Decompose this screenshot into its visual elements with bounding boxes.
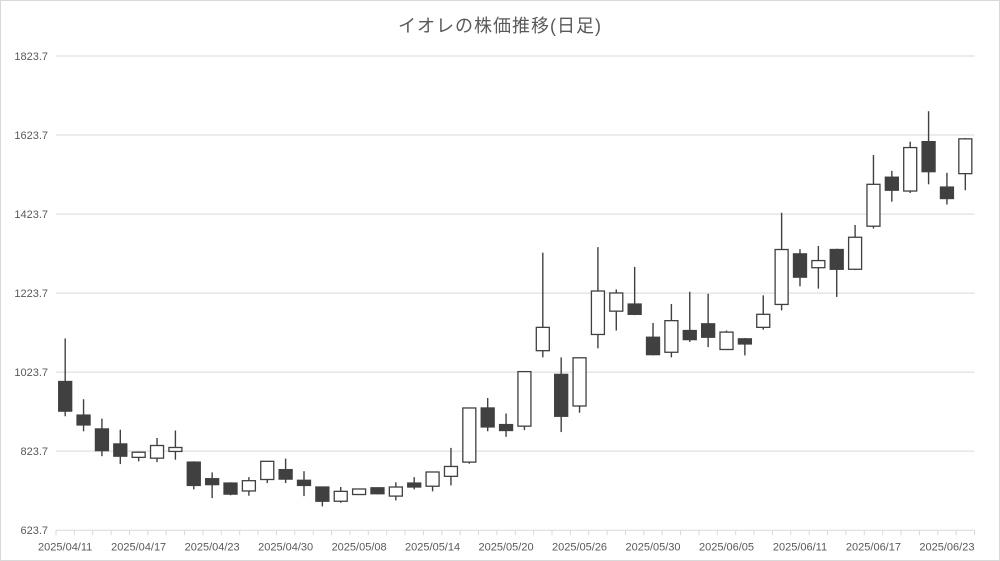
candle-body <box>535 326 550 352</box>
candle-body <box>407 482 422 488</box>
candle-body <box>260 460 275 481</box>
candle-body <box>903 146 918 192</box>
x-axis-label: 2025/04/23 <box>185 542 240 554</box>
candle-body <box>847 236 863 270</box>
y-axis-label: 1623.7 <box>14 130 48 142</box>
candle-body <box>351 488 367 496</box>
y-axis-label: 823.7 <box>20 446 48 458</box>
candle-body <box>664 319 679 353</box>
candle-body <box>131 451 146 459</box>
candle-body <box>572 357 587 407</box>
y-axis-label: 1023.7 <box>14 367 48 379</box>
x-axis-label: 2025/05/26 <box>552 542 607 554</box>
candle-body <box>498 423 514 432</box>
candle-body <box>645 336 661 356</box>
candle-body <box>756 313 771 329</box>
y-axis-label: 1223.7 <box>14 288 48 300</box>
candle-body <box>94 428 110 452</box>
candle-body <box>737 338 753 345</box>
candle-body <box>719 331 734 351</box>
candle-body <box>921 140 936 173</box>
y-axis-label: 1823.7 <box>14 51 48 63</box>
candle-body <box>682 329 697 341</box>
candle-body <box>333 490 348 502</box>
candle-body <box>866 183 881 227</box>
x-axis-label: 2025/04/17 <box>111 542 166 554</box>
candle-body <box>939 186 955 200</box>
x-axis-label: 2025/06/17 <box>846 542 901 554</box>
y-axis-label: 623.7 <box>20 525 48 537</box>
candle-body <box>315 486 330 502</box>
candle-body <box>149 444 165 459</box>
candle-body <box>884 176 899 191</box>
candle-body <box>241 480 257 492</box>
candle-body <box>480 407 495 428</box>
candle-body <box>774 248 789 306</box>
candle-body <box>829 248 844 270</box>
candle-body <box>958 138 973 175</box>
candle-body <box>627 303 642 315</box>
x-axis-label: 2025/05/30 <box>625 542 680 554</box>
candle-body <box>168 446 183 453</box>
candle-body <box>76 414 91 426</box>
candle-body <box>388 486 403 497</box>
candle-body <box>517 370 532 427</box>
candle-body <box>204 478 220 486</box>
x-axis-label: 2025/05/08 <box>332 542 387 554</box>
candle-body <box>296 479 312 487</box>
x-axis-label: 2025/04/30 <box>258 542 313 554</box>
candle-body <box>443 465 459 477</box>
candle-body <box>186 461 201 487</box>
chart-title: イオレの株価推移(日足) <box>398 16 602 36</box>
candle-body <box>792 253 808 278</box>
candle-body <box>590 290 606 336</box>
x-axis-label: 2025/05/20 <box>479 542 534 554</box>
x-axis-label: 2025/06/23 <box>919 542 974 554</box>
candle-body <box>58 380 73 412</box>
candle-body <box>113 443 128 457</box>
candle-body <box>223 482 238 495</box>
candle-body <box>811 259 826 269</box>
x-axis-label: 2025/04/11 <box>38 542 92 554</box>
candle-body <box>609 292 624 312</box>
x-axis-label: 2025/05/14 <box>405 542 460 554</box>
candle-body <box>425 471 440 487</box>
x-axis-label: 2025/06/11 <box>773 542 827 554</box>
candle-body <box>700 323 716 338</box>
candle-body <box>462 407 477 463</box>
candle-body <box>554 373 569 417</box>
candle-body <box>370 487 385 495</box>
y-axis-label: 1423.7 <box>14 209 48 221</box>
x-axis-label: 2025/06/05 <box>699 542 754 554</box>
candle-body <box>278 468 293 480</box>
